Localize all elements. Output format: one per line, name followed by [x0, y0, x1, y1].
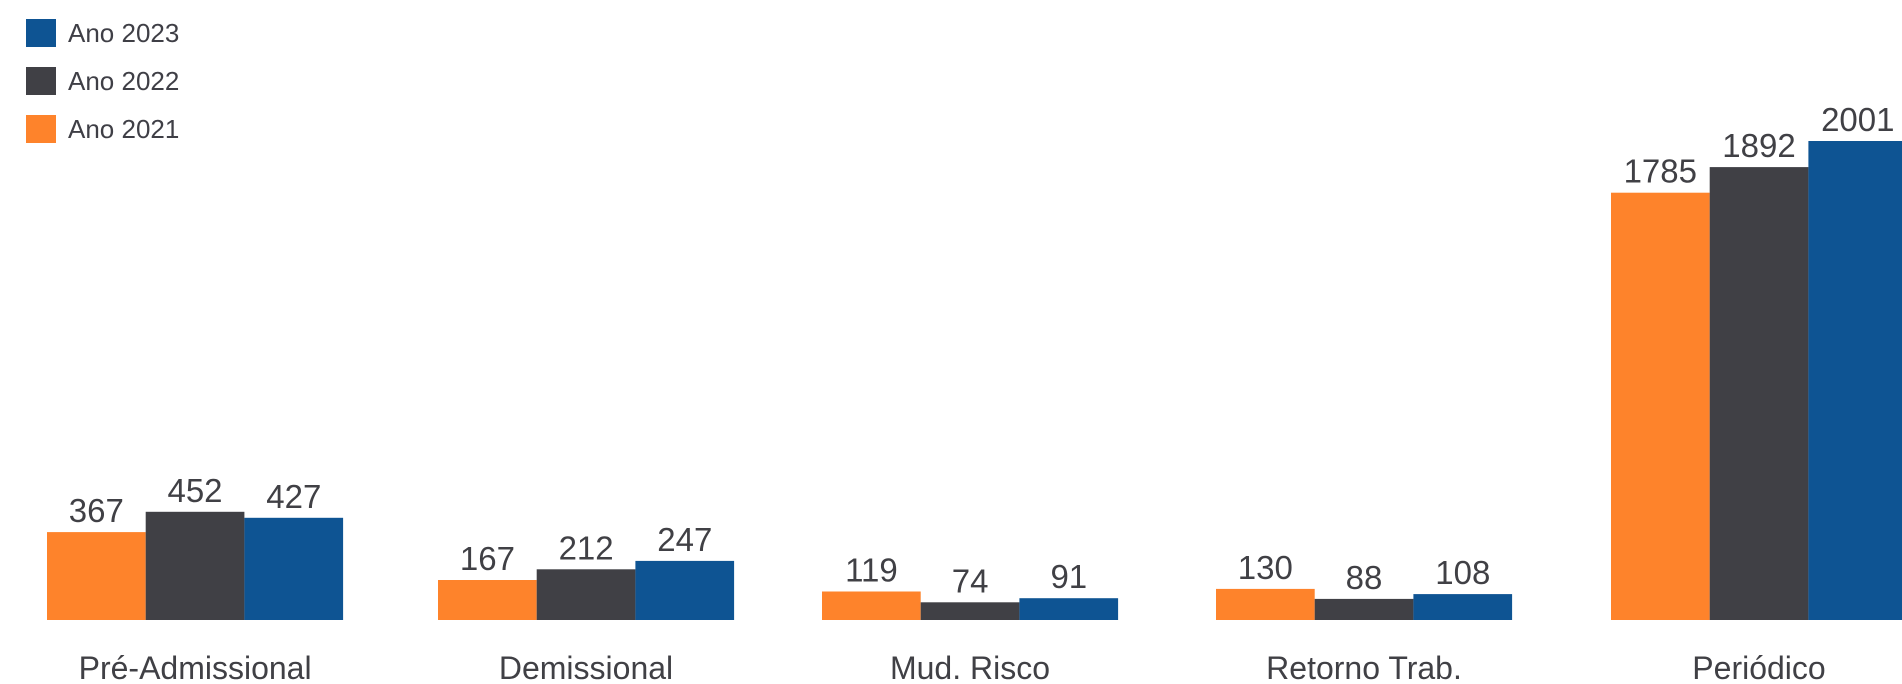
legend-swatch-ano-2021 — [26, 115, 56, 143]
data-label-retorno-trab-ano-2023: 108 — [1435, 554, 1490, 591]
bar-retorno-trab-ano-2023 — [1413, 594, 1513, 620]
data-label-mud-risco-ano-2023: 91 — [1050, 558, 1087, 595]
data-label-periodico-ano-2022: 1892 — [1722, 127, 1795, 164]
data-label-pre-admissional-ano-2022: 452 — [167, 472, 222, 509]
bar-pre-admissional-ano-2023 — [244, 517, 344, 620]
bar-group-demissional: 167 212 247 — [438, 521, 735, 620]
legend-label-ano-2023: Ano 2023 — [68, 18, 180, 48]
data-label-mud-risco-ano-2022: 74 — [952, 562, 989, 599]
legend-item-ano-2021: Ano 2021 — [26, 114, 179, 144]
legend: Ano 2023 Ano 2022 Ano 2021 — [26, 18, 179, 144]
legend-item-ano-2023: Ano 2023 — [26, 18, 179, 48]
legend-swatch-ano-2022 — [26, 67, 56, 95]
bar-pre-admissional-ano-2022 — [145, 511, 245, 620]
data-label-periodico-ano-2023: 2001 — [1821, 101, 1894, 138]
legend-label-ano-2021: Ano 2021 — [68, 114, 180, 144]
bar-retorno-trab-ano-2021 — [1216, 588, 1315, 620]
category-label-retorno-trab: Retorno Trab. — [1266, 650, 1462, 684]
bar-demissional-ano-2022 — [536, 569, 636, 620]
bar-pre-admissional-ano-2021 — [47, 532, 146, 620]
data-label-demissional-ano-2023: 247 — [657, 521, 712, 558]
bar-periodico-ano-2023 — [1808, 141, 1902, 620]
bar-periodico-ano-2021 — [1611, 192, 1710, 620]
data-label-periodico-ano-2021: 1785 — [1624, 153, 1697, 190]
legend-item-ano-2022: Ano 2022 — [26, 66, 179, 96]
category-label-periodico: Periódico — [1692, 650, 1825, 684]
data-label-retorno-trab-ano-2021: 130 — [1238, 549, 1293, 586]
category-label-mud-risco: Mud. Risco — [890, 650, 1050, 684]
bar-group-pre-admissional: 367 452 427 — [47, 472, 344, 620]
bar-retorno-trab-ano-2022 — [1314, 598, 1414, 620]
category-label-pre-admissional: Pré-Admissional — [79, 650, 312, 684]
bar-group-periodico: 1785 1892 2001 — [1611, 101, 1902, 620]
bar-periodico-ano-2022 — [1709, 167, 1809, 620]
bar-group-mud-risco: 119 74 91 — [822, 552, 1119, 620]
bar-demissional-ano-2023 — [635, 560, 735, 620]
legend-label-ano-2022: Ano 2022 — [68, 66, 180, 96]
data-label-retorno-trab-ano-2022: 88 — [1346, 559, 1383, 596]
bar-mud-risco-ano-2023 — [1019, 598, 1119, 620]
data-label-demissional-ano-2021: 167 — [460, 540, 515, 577]
data-label-demissional-ano-2022: 212 — [559, 529, 614, 566]
data-label-pre-admissional-ano-2023: 427 — [266, 478, 321, 515]
legend-swatch-ano-2023 — [26, 19, 56, 47]
bar-mud-risco-ano-2022 — [920, 602, 1020, 620]
data-label-mud-risco-ano-2021: 119 — [845, 552, 898, 589]
category-label-demissional: Demissional — [499, 650, 673, 684]
bar-mud-risco-ano-2021 — [822, 591, 921, 620]
bar-group-retorno-trab: 130 88 108 — [1216, 549, 1513, 620]
bar-demissional-ano-2021 — [438, 580, 537, 620]
data-label-pre-admissional-ano-2021: 367 — [69, 492, 124, 529]
